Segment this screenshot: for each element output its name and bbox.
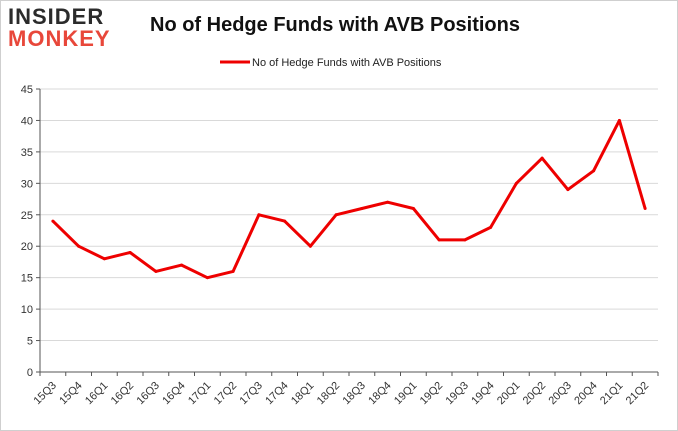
y-tick-label: 5 <box>27 336 33 348</box>
series-line <box>51 118 647 280</box>
x-tick-label: 19Q4 <box>469 380 497 408</box>
x-tick-label: 18Q2 <box>315 380 343 408</box>
data-point <box>77 244 81 248</box>
axes <box>39 89 658 373</box>
x-tick-label: 16Q4 <box>160 380 188 408</box>
x-tick-label: 17Q2 <box>212 380 240 408</box>
data-point <box>257 213 261 217</box>
data-point <box>231 269 235 273</box>
data-point <box>566 188 570 192</box>
x-tick-label: 16Q2 <box>109 380 137 408</box>
data-point <box>51 219 55 223</box>
x-tick-label: 21Q1 <box>598 380 626 408</box>
y-tick-label: 10 <box>21 304 33 316</box>
y-tick-label: 45 <box>21 84 33 96</box>
data-point <box>308 244 312 248</box>
data-point <box>617 118 621 122</box>
data-point <box>437 238 441 242</box>
y-tick-label: 25 <box>21 210 33 222</box>
data-point <box>463 238 467 242</box>
data-point <box>592 169 596 173</box>
x-tick-label: 15Q4 <box>57 380 85 408</box>
x-tick-label: 20Q4 <box>572 380 600 408</box>
x-tick-label: 21Q2 <box>624 380 652 408</box>
x-tick-label: 17Q3 <box>237 380 265 408</box>
data-point <box>102 257 106 261</box>
data-point <box>386 200 390 204</box>
data-point <box>514 181 518 185</box>
legend-label: No of Hedge Funds with AVB Positions <box>252 57 442 69</box>
x-tick-label: 20Q2 <box>521 380 549 408</box>
data-point <box>643 206 647 210</box>
y-tick-label: 35 <box>21 147 33 159</box>
chart-title: No of Hedge Funds with AVB Positions <box>150 14 520 36</box>
data-point <box>540 156 544 160</box>
data-point <box>334 213 338 217</box>
x-axis-ticks: 15Q315Q416Q116Q216Q316Q417Q117Q217Q317Q4… <box>31 372 659 408</box>
data-point <box>180 263 184 267</box>
y-tick-label: 0 <box>27 367 33 379</box>
x-tick-label: 16Q3 <box>134 380 162 408</box>
x-tick-label: 17Q4 <box>263 380 291 408</box>
x-tick-label: 15Q3 <box>31 380 59 408</box>
data-point <box>205 276 209 280</box>
x-tick-label: 20Q1 <box>495 380 523 408</box>
data-point <box>489 225 493 229</box>
x-tick-label: 18Q1 <box>289 380 317 408</box>
x-tick-label: 16Q1 <box>83 380 111 408</box>
gridlines <box>40 88 658 373</box>
x-tick-label: 20Q3 <box>546 380 574 408</box>
x-tick-label: 19Q3 <box>443 380 471 408</box>
logo-line-2: MONKEY <box>8 26 111 51</box>
y-tick-label: 15 <box>21 273 33 285</box>
y-tick-label: 30 <box>21 178 33 190</box>
y-tick-label: 40 <box>21 115 33 127</box>
x-tick-label: 19Q1 <box>392 380 420 408</box>
legend: No of Hedge Funds with AVB Positions <box>220 57 442 69</box>
y-tick-label: 20 <box>21 241 33 253</box>
series-layer <box>51 118 647 280</box>
x-tick-label: 18Q4 <box>366 380 394 408</box>
data-point <box>411 206 415 210</box>
data-point <box>283 219 287 223</box>
y-axis-ticks: 0 5 10 15 20 25 30 35 40 45 <box>21 84 40 379</box>
x-tick-label: 19Q2 <box>418 380 446 408</box>
data-point <box>154 269 158 273</box>
x-tick-label: 18Q3 <box>340 380 368 408</box>
logo-line-1: INSIDER <box>8 4 105 29</box>
x-tick-label: 17Q1 <box>186 380 214 408</box>
data-point <box>128 251 132 255</box>
data-point <box>360 206 364 210</box>
insider-monkey-logo: INSIDER MONKEY <box>8 6 111 50</box>
